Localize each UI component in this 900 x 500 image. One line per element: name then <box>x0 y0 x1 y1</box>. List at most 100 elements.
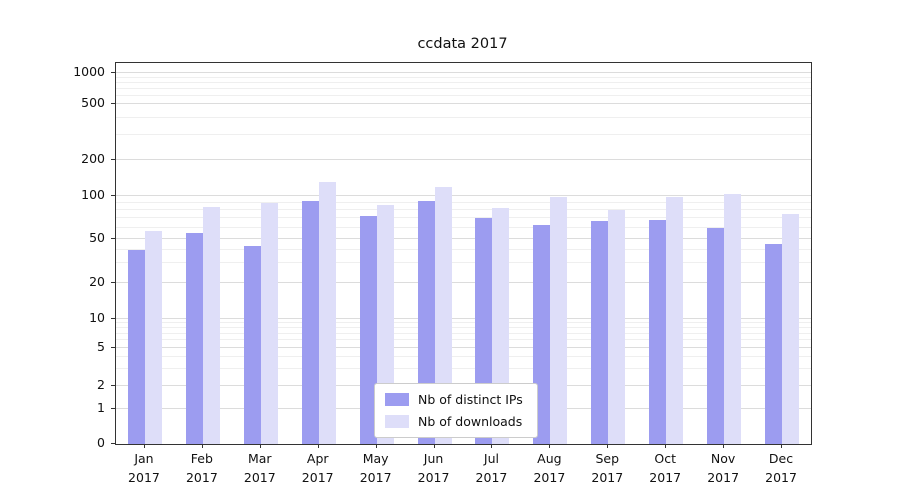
y-tick-label-0: 0 <box>97 435 105 450</box>
legend-swatch-distinct-ips <box>385 393 409 406</box>
gridline-1000 <box>116 71 811 73</box>
legend-swatch-downloads <box>385 415 409 428</box>
plot-area: Nb of distinct IPs Nb of downloads <box>115 62 812 445</box>
bar-downloads-nov <box>724 194 742 444</box>
bar-downloads-aug <box>550 197 568 444</box>
gridline-minor-700 <box>116 87 811 89</box>
x-tick-label-aug: Aug 2017 <box>533 451 566 485</box>
gridline-500 <box>116 103 811 105</box>
y-tick-mark-1 <box>111 407 115 409</box>
x-tick-label-oct: Oct 2017 <box>649 451 682 485</box>
x-tick-mark-jan <box>143 444 145 448</box>
bar-distinct-ips-jan <box>127 249 145 444</box>
y-tick-mark-1000 <box>111 71 115 73</box>
bar-distinct-ips-dec <box>765 244 783 444</box>
y-tick-mark-20 <box>111 281 115 283</box>
bar-downloads-jun <box>434 187 452 444</box>
gridline-200 <box>116 159 811 161</box>
y-tick-mark-500 <box>111 103 115 105</box>
gridline-minor-90 <box>116 201 811 203</box>
y-tick-label-10: 10 <box>89 310 105 326</box>
y-tick-mark-5 <box>111 346 115 348</box>
bar-downloads-apr <box>318 182 336 444</box>
plot-generated-layer <box>116 63 811 444</box>
x-tick-mark-aug <box>549 444 551 448</box>
gridline-minor-300 <box>116 134 811 136</box>
gridline-minor-900 <box>116 76 811 78</box>
y-tick-mark-2 <box>111 385 115 387</box>
y-tick-mark-0 <box>111 443 115 444</box>
bar-downloads-feb <box>202 206 220 444</box>
gridline-minor-7 <box>116 332 811 334</box>
y-tick-label-20: 20 <box>89 273 105 289</box>
gridline-minor-40 <box>116 248 811 250</box>
y-tick-mark-50 <box>111 238 115 240</box>
x-tick-mark-mar <box>259 444 261 448</box>
x-tick-label-apr: Apr 2017 <box>301 451 334 485</box>
gridline-minor-4 <box>116 356 811 358</box>
x-tick-mark-jul <box>491 444 493 448</box>
chart-title: ccdata 2017 <box>417 36 508 52</box>
gridline-20 <box>116 281 811 283</box>
legend-label-downloads: Nb of downloads <box>418 414 523 429</box>
x-tick-label-may: May 2017 <box>359 451 392 485</box>
gridline-minor-800 <box>116 81 811 83</box>
legend-label-distinct-ips: Nb of distinct IPs <box>418 392 523 407</box>
x-tick-label-jul: Jul 2017 <box>475 451 508 485</box>
bar-distinct-ips-oct <box>649 219 667 444</box>
gridline-minor-60 <box>116 226 811 228</box>
x-tick-mark-may <box>375 444 377 448</box>
bar-distinct-ips-may <box>359 215 377 444</box>
x-tick-mark-feb <box>201 444 203 448</box>
y-tick-label-1: 1 <box>97 399 105 415</box>
x-tick-mark-jun <box>433 444 435 448</box>
x-tick-label-nov: Nov 2017 <box>707 451 740 485</box>
x-tick-label-jun: Jun 2017 <box>417 451 450 485</box>
x-tick-label-sep: Sep 2017 <box>591 451 624 485</box>
y-tick-label-1000: 1000 <box>73 63 105 79</box>
bar-distinct-ips-feb <box>185 233 203 444</box>
bar-downloads-sep <box>608 209 626 444</box>
y-tick-label-50: 50 <box>89 230 105 246</box>
gridline-minor-70 <box>116 217 811 219</box>
bar-downloads-mar <box>260 202 278 444</box>
y-tick-label-5: 5 <box>97 338 105 354</box>
gridline-100 <box>116 194 811 196</box>
gridline-minor-9 <box>116 322 811 324</box>
gridline-minor-400 <box>116 116 811 118</box>
gridline-minor-3 <box>116 368 811 370</box>
y-tick-label-200: 200 <box>81 151 105 167</box>
y-tick-label-100: 100 <box>81 186 105 202</box>
x-tick-mark-sep <box>607 444 609 448</box>
bar-downloads-jan <box>144 230 162 444</box>
x-tick-label-jan: Jan 2017 <box>128 451 160 485</box>
bar-distinct-ips-apr <box>301 201 319 444</box>
x-tick-mark-oct <box>665 444 667 448</box>
gridline-minor-6 <box>116 339 811 341</box>
y-tick-mark-200 <box>111 159 115 161</box>
x-tick-label-feb: Feb 2017 <box>185 451 218 485</box>
gridline-5 <box>116 347 811 348</box>
x-tick-label-mar: Mar 2017 <box>243 451 276 485</box>
gridline-minor-30 <box>116 262 811 264</box>
legend: Nb of distinct IPs Nb of downloads <box>374 383 538 438</box>
gridline-minor-8 <box>116 327 811 329</box>
bar-downloads-oct <box>666 197 684 444</box>
bar-distinct-ips-sep <box>591 220 609 444</box>
gridline-minor-80 <box>116 208 811 210</box>
y-tick-mark-10 <box>111 318 115 320</box>
x-tick-mark-apr <box>317 444 319 448</box>
gridline-50 <box>116 238 811 240</box>
y-tick-label-500: 500 <box>81 95 105 111</box>
bar-downloads-dec <box>782 213 800 444</box>
legend-item-distinct-ips: Nb of distinct IPs <box>385 392 523 407</box>
legend-item-downloads: Nb of downloads <box>385 414 523 429</box>
bar-distinct-ips-nov <box>707 227 725 444</box>
x-tick-mark-dec <box>781 444 783 448</box>
gridline-minor-600 <box>116 94 811 96</box>
gridline-10 <box>116 318 811 320</box>
x-tick-mark-nov <box>723 444 725 448</box>
y-tick-mark-100 <box>111 194 115 196</box>
y-tick-label-2: 2 <box>97 377 105 393</box>
